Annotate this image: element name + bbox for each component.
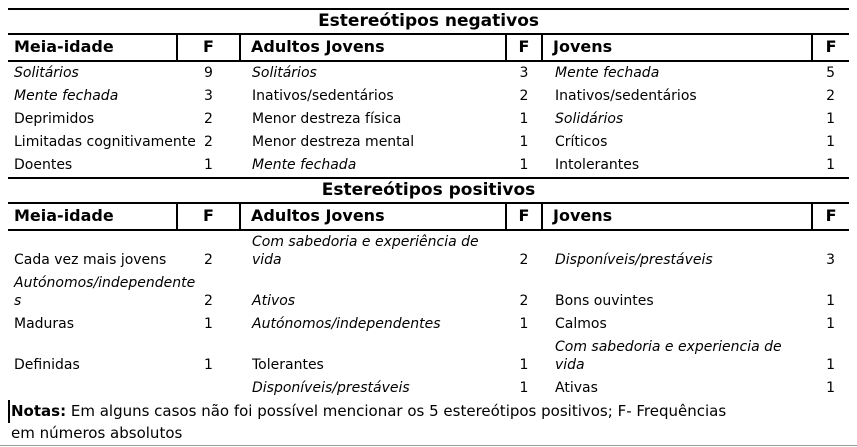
section-title: Estereótipos positivos <box>8 177 850 204</box>
stereotype-cell: Menor destreza física <box>252 111 402 127</box>
stereotype-cell: Ativas <box>555 380 598 396</box>
stereotype-cell: Maduras <box>14 316 75 332</box>
stereotype-cell: Calmos <box>555 316 607 332</box>
stereotype-cell: Disponíveis/prestáveis <box>252 380 410 396</box>
notes-text: Em alguns casos não foi possível mencion… <box>11 402 727 442</box>
frequency-cell: 2 <box>204 134 213 150</box>
frequency-cell: 1 <box>519 357 529 373</box>
stereotype-cell: Doentes <box>14 157 73 173</box>
frequency-cell: 3 <box>826 252 835 268</box>
frequency-cell: 1 <box>826 293 835 309</box>
stereotype-cell: Tolerantes <box>252 357 324 373</box>
stereotype-cell: Mente fechada <box>555 65 660 81</box>
frequency-cell: 1 <box>826 157 835 173</box>
frequency-cell: 1 <box>826 316 835 332</box>
frequency-column-header: F <box>176 203 240 231</box>
stereotype-cell <box>8 377 177 400</box>
stereotypes-table: Estereótipos negativos Meia-idade F Adultos… <box>8 8 850 400</box>
frequency-cell: 1 <box>519 380 529 396</box>
stereotype-cell: Bons ouvintes <box>555 293 654 309</box>
section-title-row: Estereótipos positivos <box>8 177 850 204</box>
frequency-cell: 1 <box>826 357 835 373</box>
frequency-cell: 1 <box>204 157 213 173</box>
frequency-cell: 1 <box>519 111 529 127</box>
frequency-cell: 2 <box>826 88 835 104</box>
table-row: Doentes 1 Mente fechada 1 Intolerantes 1 <box>8 154 849 178</box>
table-row: Mente fechada 3 Inativos/sedentários 2 Inati… <box>8 85 849 108</box>
frequency-column-header: F <box>810 34 850 62</box>
table-notes: Notas: Em alguns casos não foi possível … <box>8 398 852 444</box>
table-row: Cada vez mais jovens 2 Com sabedoria e exp… <box>8 230 849 272</box>
table-row: Definidas 1 Tolerantes 1 Com sabedoria e exp… <box>8 336 849 377</box>
frequency-cell: 2 <box>204 293 213 309</box>
stereotype-cell: Intolerantes <box>555 157 640 173</box>
table-row: Deprimidos 2 Menor destreza física 1 Solidár… <box>8 108 849 131</box>
frequency-column-header: F <box>505 203 542 231</box>
stereotype-cell: Definidas <box>14 357 80 373</box>
frequency-cell: 3 <box>519 65 529 81</box>
stereotype-cell: Menor destreza mental <box>252 134 415 150</box>
stereotype-cell: Críticos <box>555 134 608 150</box>
frequency-cell <box>177 377 240 400</box>
table-row: Maduras 1 Autónomos/independentes 1 Calmos 1 <box>8 313 849 336</box>
stereotype-cell: Mente fechada <box>252 157 357 173</box>
stereotype-cell: Cada vez mais jovens <box>14 252 167 268</box>
frequency-column-header: F <box>176 34 240 62</box>
table-row: Autónomos/independente s 2 Ativos 2 Bons ouv… <box>8 272 849 313</box>
frequency-cell: 2 <box>519 252 529 268</box>
table-row: Solitários 9 Solitários 3 Mente fechada 5 <box>8 61 849 85</box>
table-row: Disponíveis/prestáveis 1 Ativas 1 <box>8 377 849 400</box>
notes-label: Notas: <box>11 402 67 420</box>
frequency-cell: 1 <box>519 316 529 332</box>
column-header-row: Meia-idade F Adultos Jovens F Jovens F <box>8 34 850 62</box>
group-column-header: Meia-idade <box>8 34 177 62</box>
frequency-cell: 2 <box>519 88 529 104</box>
bottom-rule <box>0 445 857 446</box>
stereotype-cell: Solitários <box>252 65 317 81</box>
stereotype-cell: Autónomos/independentes <box>252 316 441 332</box>
frequency-cell: 1 <box>204 357 213 373</box>
group-column-header: Adultos Jovens <box>239 34 506 62</box>
table-row: Limitadas cognitivamente 2 Menor destreza … <box>8 131 849 154</box>
group-column-header: Jovens <box>541 34 812 62</box>
frequency-cell: 1 <box>519 157 529 173</box>
stereotype-cell: Autónomos/independente s <box>14 275 196 309</box>
column-header-row: Meia-idade F Adultos Jovens F Jovens F <box>8 203 850 231</box>
stereotype-cell: Deprimidos <box>14 111 95 127</box>
group-column-header: Adultos Jovens <box>239 203 506 231</box>
frequency-cell: 2 <box>519 293 529 309</box>
stereotype-cell: Inativos/sedentários <box>555 88 697 104</box>
stereotype-cell: Solitários <box>14 65 79 81</box>
stereotype-cell: Com sabedoria e experiencia de vida <box>555 339 782 373</box>
frequency-cell: 2 <box>204 252 213 268</box>
frequency-cell: 2 <box>204 111 213 127</box>
frequency-column-header: F <box>505 34 542 62</box>
group-column-header: Jovens <box>541 203 812 231</box>
frequency-cell: 5 <box>826 65 835 81</box>
stereotype-cell: Ativos <box>252 293 296 309</box>
stereotype-cell: Limitadas cognitivamente <box>14 134 196 150</box>
notes-left-border-mark <box>8 400 10 423</box>
frequency-cell: 1 <box>826 111 835 127</box>
frequency-cell: 1 <box>826 380 835 396</box>
stereotype-cell: Com sabedoria e experiência de vida <box>252 234 479 268</box>
stereotype-cell: Mente fechada <box>14 88 119 104</box>
section-title: Estereótipos negativos <box>8 8 850 35</box>
frequency-cell: 1 <box>826 134 835 150</box>
frequency-cell: 1 <box>204 316 213 332</box>
frequency-cell: 3 <box>204 88 213 104</box>
group-column-header: Meia-idade <box>8 203 177 231</box>
frequency-cell: 1 <box>519 134 529 150</box>
frequency-cell: 9 <box>204 65 213 81</box>
stereotype-cell: Solidários <box>555 111 624 127</box>
stereotype-cell: Disponíveis/prestáveis <box>555 252 713 268</box>
section-title-row: Estereótipos negativos <box>8 8 850 35</box>
frequency-column-header: F <box>810 203 850 231</box>
stereotype-cell: Inativos/sedentários <box>252 88 394 104</box>
